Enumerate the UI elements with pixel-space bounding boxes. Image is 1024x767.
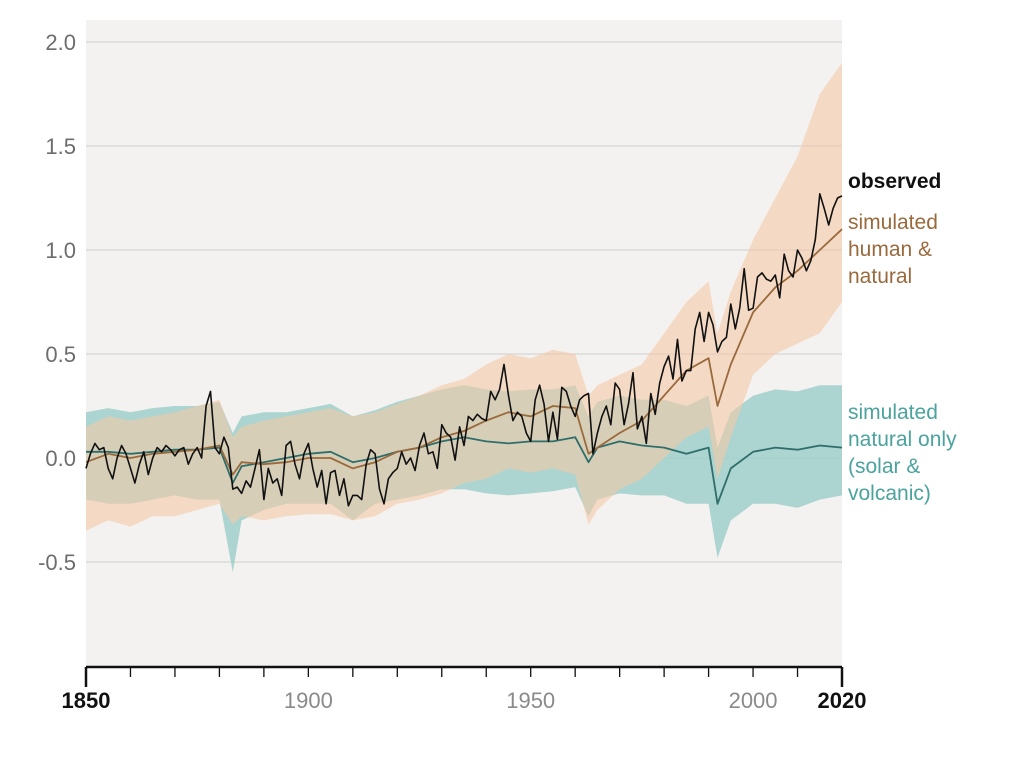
- y-tick-label: 2.0: [45, 30, 76, 55]
- line-human-and-natural: [85, 228, 843, 476]
- x-tick-label: 1950: [506, 688, 555, 713]
- legend-human-line-1: simulated: [848, 211, 938, 234]
- y-tick-label: 0.0: [45, 446, 76, 471]
- legend-natural-line-4: volcanic): [848, 482, 931, 505]
- uncertainty-bands: [86, 62, 842, 573]
- legend-observed: observed: [848, 170, 941, 193]
- legend-human-line-3: natural: [848, 265, 912, 288]
- series-lines: [85, 193, 843, 507]
- line-natural-only: [86, 436, 843, 505]
- legend-natural-line-1: simulated: [848, 401, 938, 424]
- grid-lines: [86, 41, 842, 563]
- legend-natural-line-2: natural only: [848, 428, 957, 451]
- legend-human-line-2: human &: [848, 238, 932, 261]
- line-observed: [85, 193, 843, 507]
- x-tick-label: 1850: [62, 688, 111, 713]
- x-tick-label: 2020: [818, 688, 867, 713]
- legend-natural-line-3: (solar &: [848, 455, 920, 478]
- y-tick-label: -0.5: [38, 550, 76, 575]
- x-axis: [84, 665, 844, 687]
- x-tick-labels: 1850 1900 1950 2000 2020: [62, 688, 867, 713]
- y-tick-label: 1.5: [45, 134, 76, 159]
- x-tick-label: 2000: [729, 688, 778, 713]
- band-human-and-natural: [86, 62, 842, 531]
- y-tick-labels: 2.0 1.5 1.0 0.5 0.0 -0.5: [38, 30, 76, 575]
- y-tick-label: 0.5: [45, 342, 76, 367]
- x-tick-label: 1900: [284, 688, 333, 713]
- y-tick-label: 1.0: [45, 238, 76, 263]
- series-labels: observed simulated human & natural simul…: [848, 170, 957, 505]
